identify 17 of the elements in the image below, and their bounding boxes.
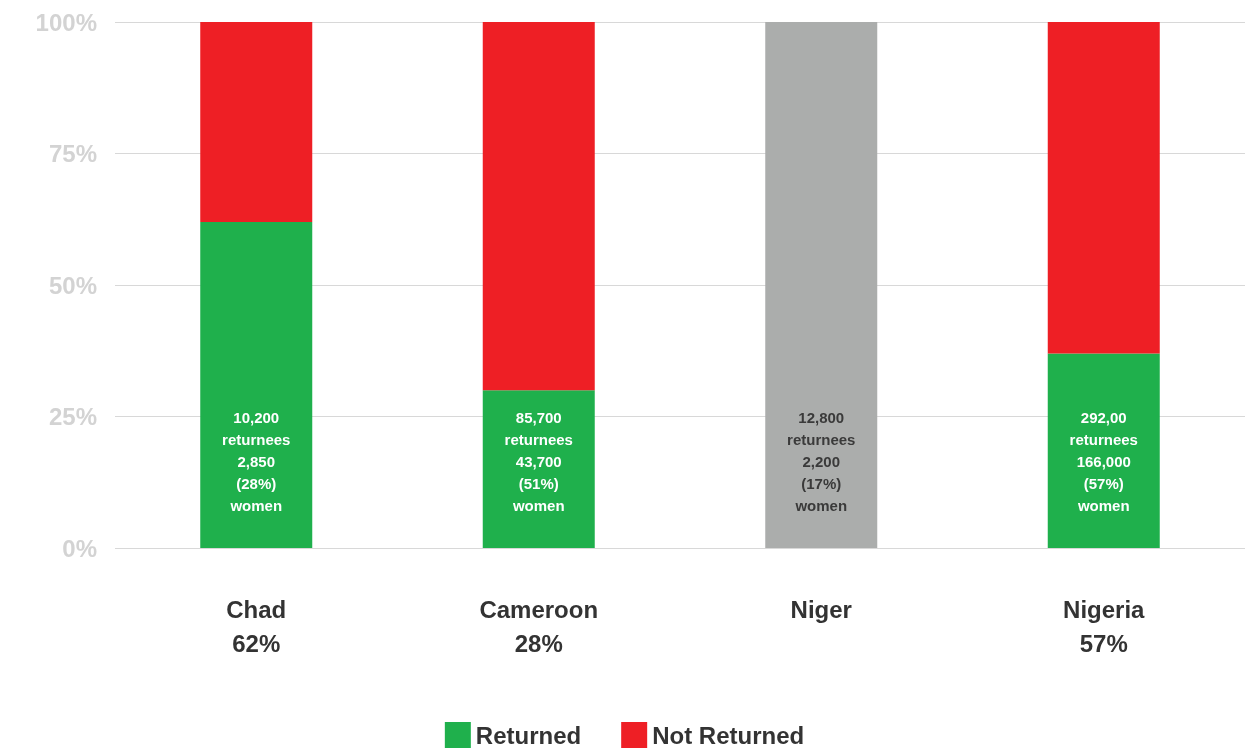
- legend-label: Returned: [475, 721, 582, 749]
- x-tick-label: Niger: [790, 595, 852, 623]
- bar: [200, 22, 313, 222]
- bar: [482, 390, 595, 548]
- annotation: 12,800 returnees 2,200 (17%) women: [787, 408, 856, 514]
- bar: [482, 22, 595, 391]
- annotation: 292,00 returnees 166,000 (57%) women: [1069, 408, 1138, 514]
- bar: [200, 221, 313, 548]
- bar: [1047, 353, 1160, 548]
- legend-label: Not Returned: [652, 721, 805, 749]
- bar: [1047, 22, 1160, 354]
- x-tick-label: Chad 62%: [226, 595, 287, 657]
- x-tick-label: Nigeria 57%: [1063, 595, 1146, 657]
- x-tick-label: Cameroon 28%: [479, 595, 599, 657]
- annotation: 10,200 returnees 2,850 (28%) women: [222, 408, 291, 514]
- bar: [765, 22, 878, 548]
- annotation: 85,700 returnees 43,700 (51%) women: [504, 408, 573, 514]
